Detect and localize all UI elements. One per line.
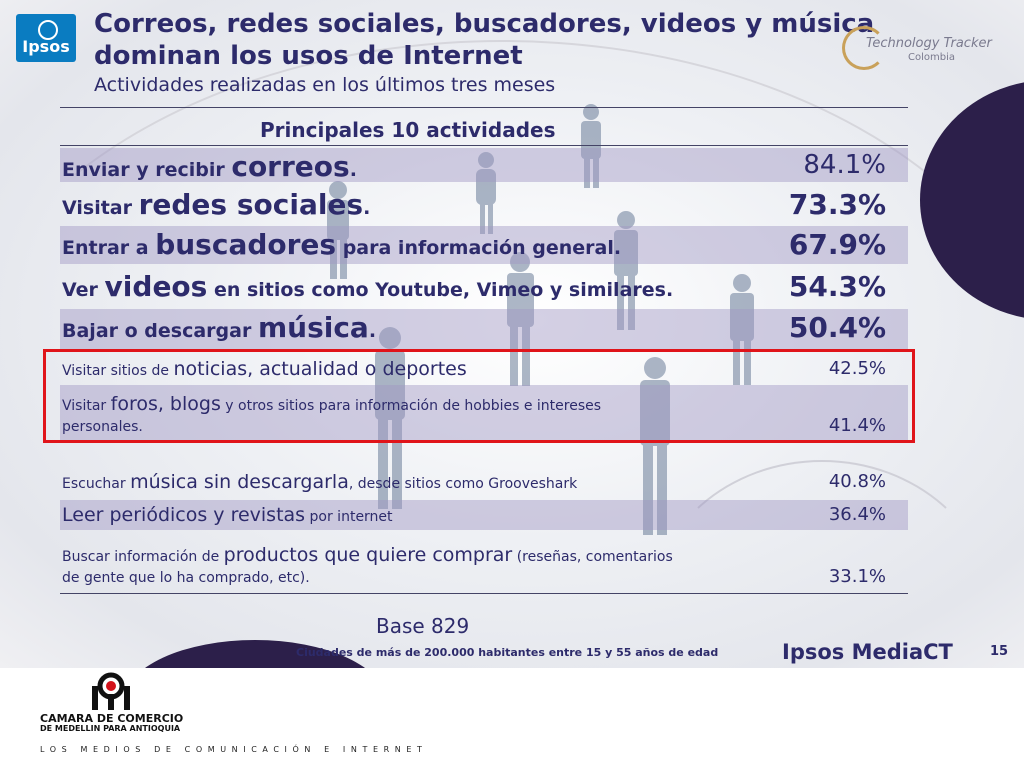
row-value: 50.4% [788,311,886,344]
table-bottom-rule [60,593,908,594]
camara-comercio-logo: CAMARA DE COMERCIO DE MEDELLIN PARA ANTI… [40,672,200,734]
decorative-arc-small [650,460,994,668]
slide-subtitle: Actividades realizadas en los últimos tr… [94,74,556,96]
highlight-box [43,349,915,443]
slide: Ipsos Correos, redes sociales, buscadore… [0,0,1024,668]
table-heading-rule [60,145,908,146]
row-value: 41.4% [828,415,886,436]
table-row: Visitar foros, blogs y otros sitios para… [60,385,908,441]
table-row: Bajar o descargar música. 50.4% [60,309,908,349]
background-people-silhouettes [327,104,754,535]
title-line-2: dominan los usos de Internet [94,41,523,71]
table-row: Buscar información de productos que quie… [62,544,886,587]
row-value: 42.5% [828,358,886,379]
table-row: Visitar sitios de noticias, actualidad o… [62,358,886,380]
table-row: Ver videos en sitios como Youtube, Vimeo… [62,270,886,303]
table-heading: Principales 10 actividades [260,118,556,142]
row-value: 36.4% [828,504,886,525]
tracker-logo-text: Technology Tracker [866,36,992,51]
table-row: Visitar redes sociales. 73.3% [62,188,886,221]
row-value: 84.1% [803,150,886,180]
table-row: Escuchar música sin descargarla, desde s… [62,471,886,493]
org-name: CAMARA DE COMERCIO [40,712,184,725]
table-top-rule [60,107,908,108]
row-value: 67.9% [788,228,886,261]
slide-title: Correos, redes sociales, buscadores, vid… [94,8,874,72]
page-number: 15 [990,644,1009,659]
base-size: Base 829 [376,614,470,638]
row-value: 33.1% [828,566,886,587]
table-row: Enviar y recibir correos. 84.1% [60,148,908,183]
title-line-1: Correos, redes sociales, buscadores, vid… [94,9,875,39]
camara-comercio-emblem-icon [92,672,130,710]
ipsos-logo: Ipsos [16,14,76,62]
footnote: Ciudades de más de 200.000 habitantes en… [296,646,719,659]
table-row: Leer periódicos y revistas por internet … [60,500,908,530]
swirl-icon [842,26,886,70]
ipsos-mediact-brand: Ipsos MediaCT [782,640,953,664]
bottom-tagline: LOS MEDIOS DE COMUNICACIÓN E INTERNET [40,745,428,754]
row-value: 40.8% [828,471,886,492]
decorative-arc [0,40,1024,668]
table-row: Entrar a buscadores para información gen… [60,226,908,264]
org-subname: DE MEDELLIN PARA ANTIOQUIA [40,724,181,733]
technology-tracker-logo: Technology Tracker Colombia [842,26,992,70]
row-value: 54.3% [788,270,886,303]
row-value: 73.3% [788,188,886,221]
tracker-logo-sub: Colombia [908,52,955,63]
